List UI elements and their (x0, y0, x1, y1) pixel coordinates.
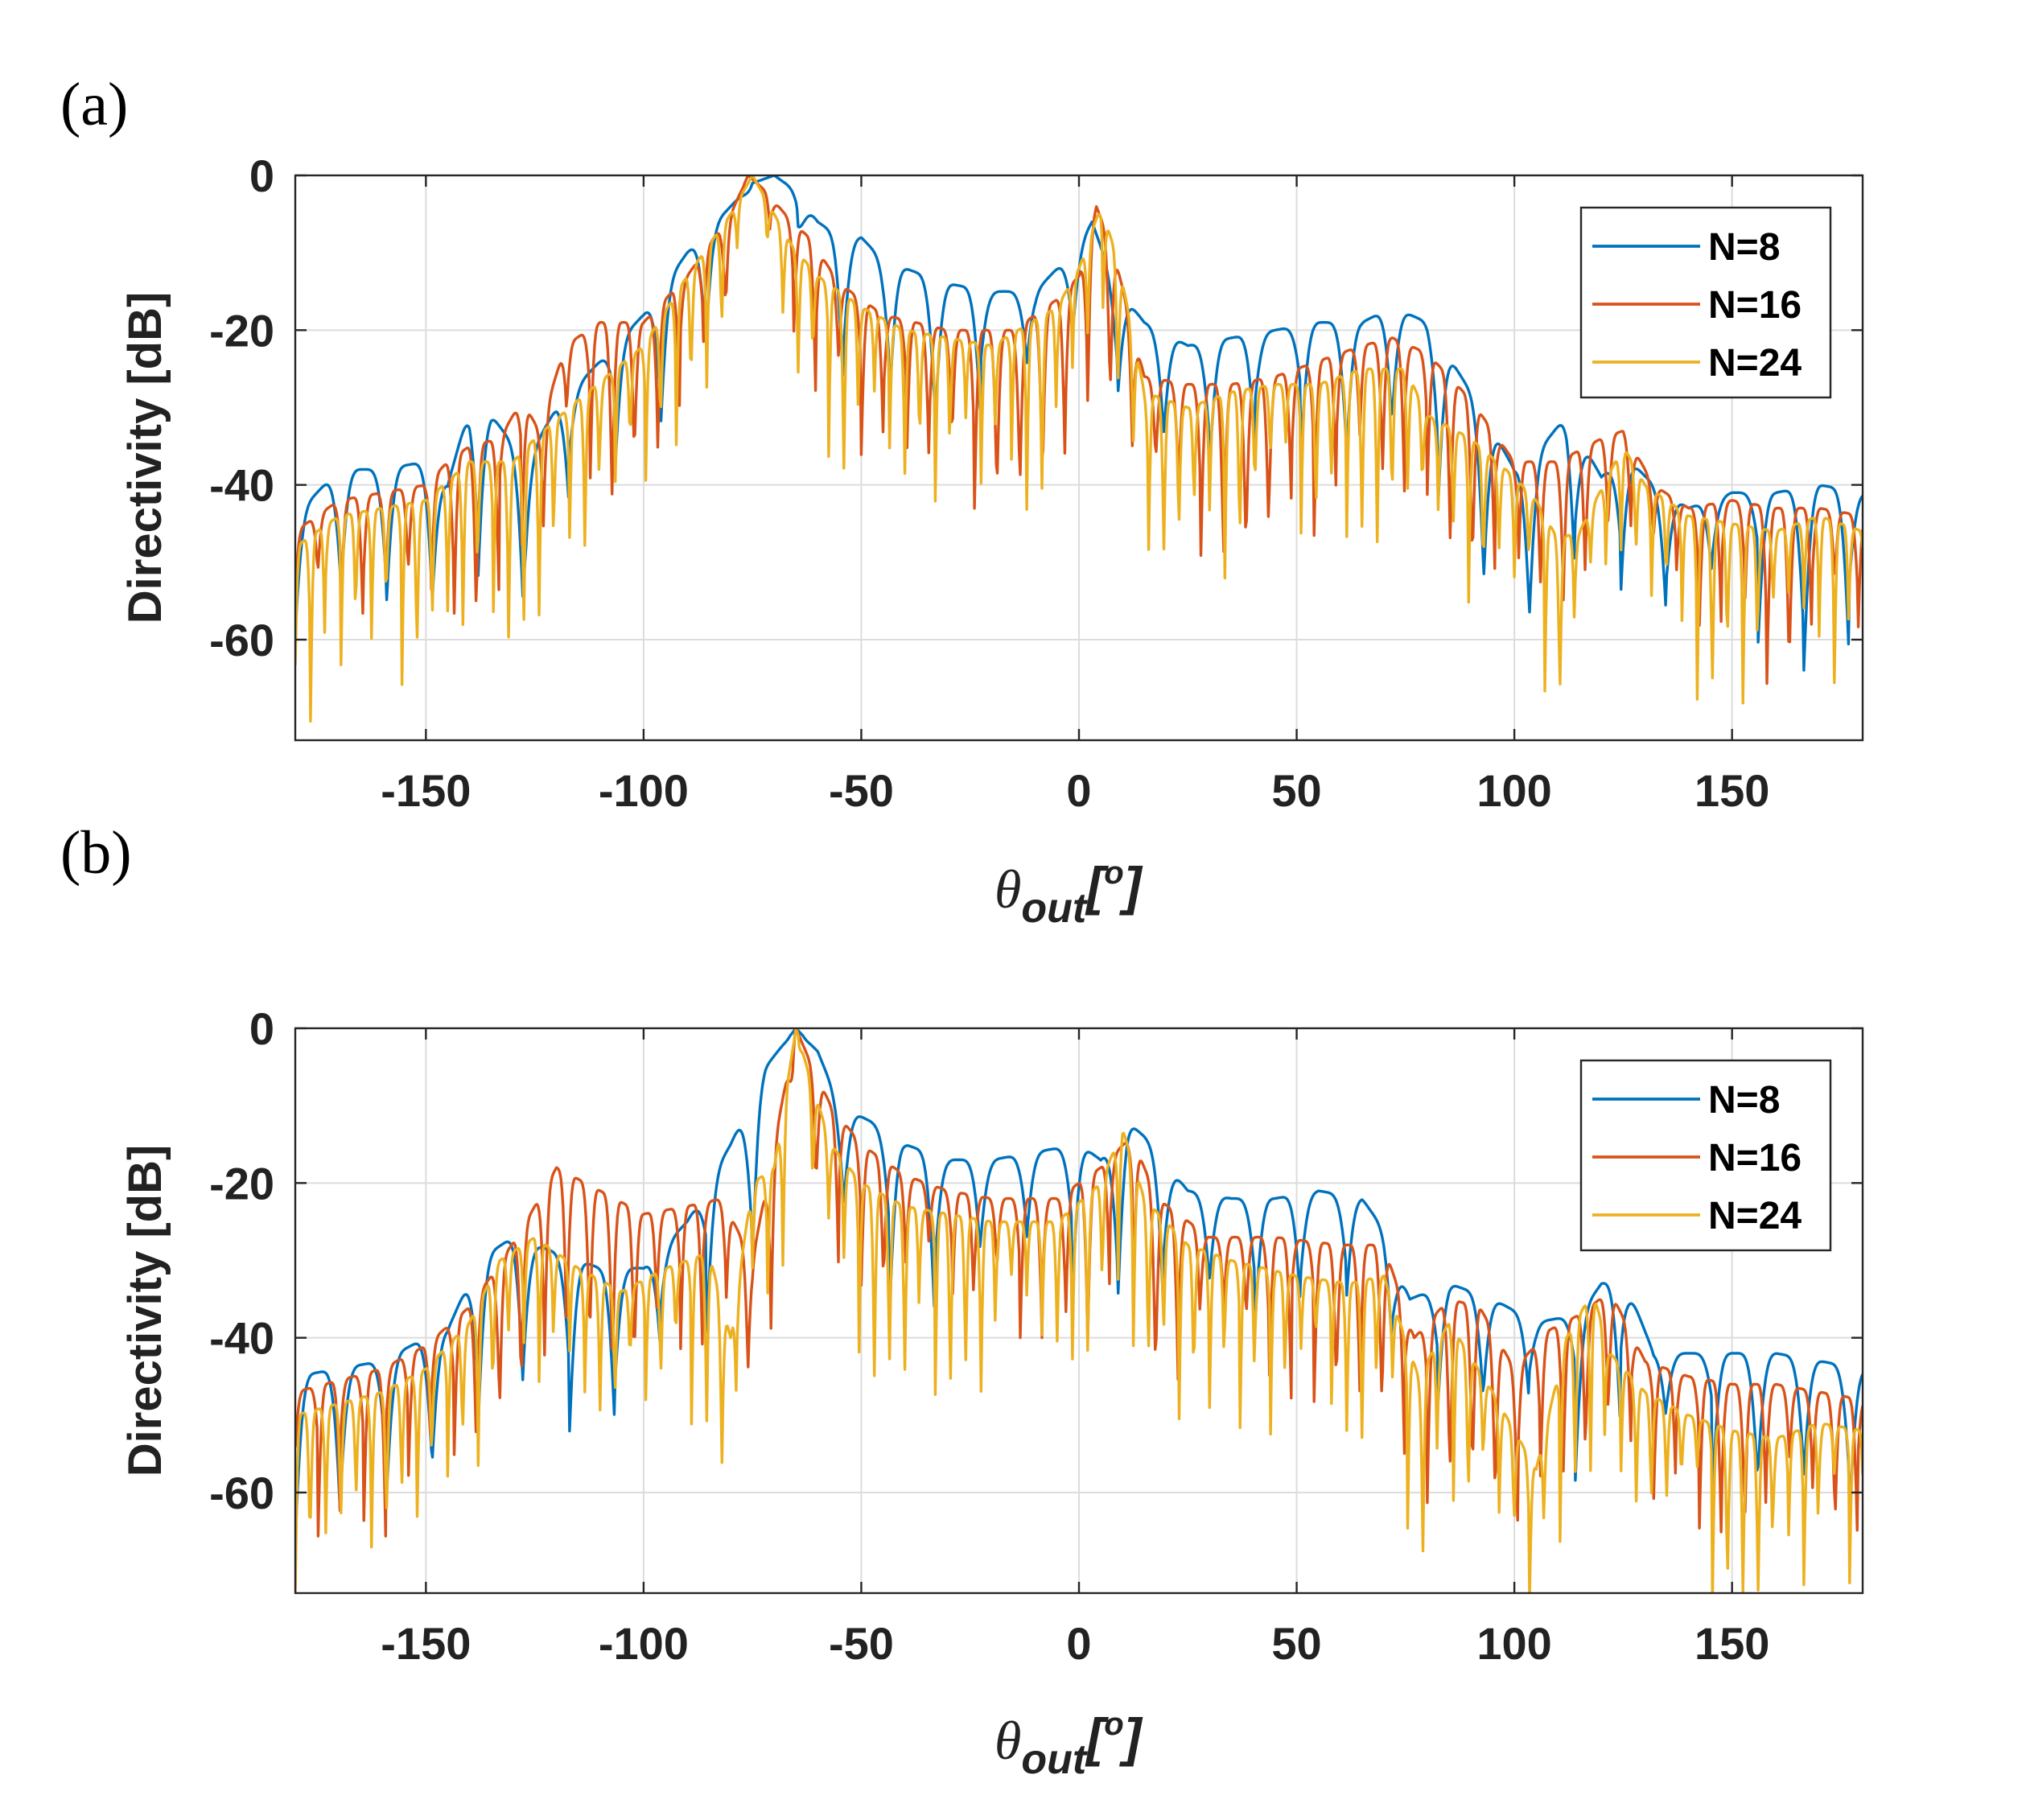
x-tick-label: -150 (381, 1618, 471, 1669)
legend-label-n16: N=16 (1708, 284, 1802, 327)
x-axis-title-symbol: θ (994, 1710, 1021, 1771)
panel-label: (b) (60, 819, 132, 887)
legend-label-n24: N=24 (1708, 1195, 1802, 1237)
series-line-n16 (295, 175, 1863, 686)
legend-label-n8: N=8 (1708, 1079, 1780, 1122)
y-axis-title: Directivity [dB] (119, 292, 171, 624)
panels: (a) -150 -100 -50 0 50 100 150 0 -20 -40 -60 Directi… (60, 71, 1864, 1783)
legend-label-n8: N=8 (1708, 226, 1780, 269)
panel-label: (a) (60, 71, 128, 138)
series-group (295, 1028, 1863, 1593)
y-tick-label: -60 (209, 615, 274, 665)
series-group (295, 175, 1863, 723)
y-tick-label: 0 (249, 1003, 274, 1054)
legend: N=8 N=16 N=24 (1579, 1059, 1832, 1252)
x-tick-label: -100 (599, 765, 689, 816)
x-tick-label: 0 (1066, 1618, 1091, 1669)
x-tick-label: -50 (829, 765, 894, 816)
y-tick-label: -40 (209, 1313, 274, 1364)
y-tick-label: -60 (209, 1468, 274, 1518)
series-line-n8 (295, 1028, 1863, 1542)
chart-panel-a: (a) -150 -100 -50 0 50 100 150 0 -20 -40 -60 Directi… (60, 71, 1864, 932)
x-tick-label: -150 (381, 765, 471, 816)
x-tick-label: 100 (1476, 765, 1551, 816)
x-axis-title-symbol: θ (994, 859, 1021, 920)
legend: N=8 N=16 N=24 (1579, 206, 1832, 399)
x-tick-label: 50 (1271, 765, 1321, 816)
x-axis-title-superscript: o (1104, 855, 1123, 891)
series-line-n24 (295, 1028, 1863, 1593)
x-axis-title: θout[o] (994, 855, 1143, 932)
x-tick-label: 100 (1476, 1618, 1551, 1669)
series-line-n16 (295, 1028, 1863, 1538)
legend-box (1579, 1059, 1832, 1252)
legend-label-n16: N=16 (1708, 1137, 1802, 1180)
y-axis-title: Directivity [dB] (119, 1145, 171, 1477)
chart-panel-b: (b) -150 -100 -50 0 50 100 150 0 -20 -40 -60 Directi… (60, 819, 1864, 1783)
y-tick-label: -20 (209, 1158, 274, 1209)
x-tick-label: -100 (599, 1618, 689, 1669)
x-axis-title-subscript: out (1021, 885, 1089, 932)
y-tick-label: 0 (249, 150, 274, 201)
x-tick-label: 150 (1695, 765, 1769, 816)
x-tick-label: 150 (1695, 1618, 1769, 1669)
legend-box (1579, 206, 1832, 399)
x-tick-label: -50 (829, 1618, 894, 1669)
y-tick-label: -20 (209, 305, 274, 356)
legend-label-n24: N=24 (1708, 342, 1802, 385)
x-tick-label: 0 (1066, 765, 1091, 816)
x-axis-title: θout[o] (994, 1707, 1143, 1783)
y-tick-label: -40 (209, 460, 274, 511)
x-axis-title-superscript: o (1104, 1707, 1123, 1742)
x-axis-title-subscript: out (1021, 1736, 1089, 1783)
x-tick-label: 50 (1271, 1618, 1321, 1669)
series-line-n24 (295, 175, 1863, 723)
